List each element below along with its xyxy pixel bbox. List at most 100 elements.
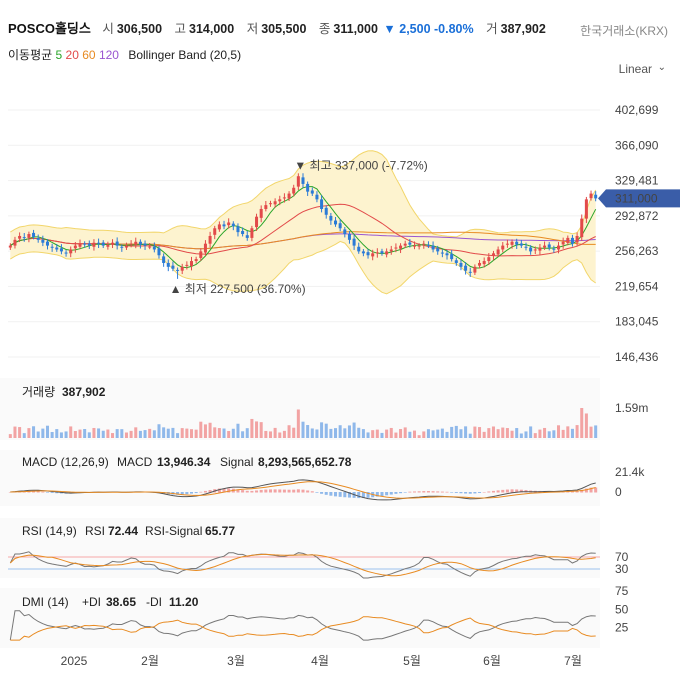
candle-body xyxy=(8,245,12,248)
x-axis-tick: 2월 xyxy=(141,654,159,668)
price-summary: POSCO홀딩스 시 306,500 고 314,000 저 305,500 종 311… xyxy=(8,18,555,37)
indicator-legend[interactable]: 이동평균 5 20 60 120 Bollinger Band (20,5) xyxy=(8,46,241,63)
volume-bar xyxy=(73,431,77,438)
stock-name[interactable]: POSCO홀딩스 xyxy=(8,21,91,36)
volume-bar xyxy=(101,430,105,438)
macd-histogram-bar xyxy=(417,491,421,493)
candle xyxy=(152,242,156,253)
volume-bar xyxy=(320,422,324,438)
volume-bar xyxy=(199,421,203,438)
candle xyxy=(538,243,542,255)
volume-value: 387,902 xyxy=(500,22,546,36)
candle-body xyxy=(487,257,491,262)
macd-histogram-bar xyxy=(259,489,263,493)
candle xyxy=(185,261,189,270)
candle-body xyxy=(292,187,296,194)
macd-histogram-bar xyxy=(473,492,477,494)
change-percent: -0.80% xyxy=(434,22,474,36)
dmi-axis-tick: 25 xyxy=(615,621,629,635)
scale-mode-select[interactable]: Linear xyxy=(618,62,652,76)
volume-bar xyxy=(459,429,463,438)
volume-bar xyxy=(491,426,495,438)
macd-axis-tick: 21.4k xyxy=(615,465,645,479)
volume-bar xyxy=(338,425,342,438)
macd-histogram-bar xyxy=(324,492,328,495)
macd-histogram-bar xyxy=(329,492,333,496)
volume-bar xyxy=(8,434,12,438)
macd-histogram-bar xyxy=(176,492,180,495)
volume-bar xyxy=(213,427,217,438)
candle xyxy=(352,235,356,250)
candle-body xyxy=(22,237,26,239)
candle xyxy=(287,191,291,201)
bollinger-params: (20,5) xyxy=(209,48,242,62)
candle-body xyxy=(120,246,124,248)
volume-bar xyxy=(552,430,556,438)
candle-body xyxy=(538,247,542,251)
open-label: 시 xyxy=(102,22,114,36)
candle-body xyxy=(431,245,435,250)
macd-histogram-bar xyxy=(301,489,305,493)
high-label: 고 xyxy=(174,22,187,36)
candle-body xyxy=(222,224,226,227)
close-label: 종 xyxy=(318,22,331,36)
bollinger-upper-line xyxy=(10,150,597,238)
volume-bar xyxy=(464,426,468,438)
volume-bar xyxy=(22,433,26,438)
macd-histogram-bar xyxy=(380,492,384,496)
candle-body xyxy=(273,201,277,205)
candle xyxy=(245,231,249,241)
volume-bar xyxy=(45,425,49,438)
candle-body xyxy=(310,190,314,194)
bollinger-label: Bollinger Band xyxy=(128,48,207,62)
candle-body xyxy=(445,253,449,256)
candle xyxy=(83,241,87,248)
candle-body xyxy=(584,199,588,219)
macd-histogram-bar xyxy=(292,489,296,493)
candle xyxy=(543,241,547,250)
open-value: 306,500 xyxy=(116,22,163,36)
volume-bar xyxy=(454,425,458,438)
volume-bar xyxy=(371,430,375,438)
candle-body xyxy=(482,261,486,265)
macd-histogram-bar xyxy=(185,492,189,495)
candle-body xyxy=(259,208,263,218)
volume-bar xyxy=(32,426,36,438)
volume-bar xyxy=(236,423,240,438)
candle xyxy=(510,239,514,249)
volume-bar xyxy=(64,431,68,438)
candle-body xyxy=(524,246,528,248)
volume-bar xyxy=(273,427,277,438)
candle xyxy=(547,242,551,251)
candle-body xyxy=(27,234,31,238)
volume-bar xyxy=(287,425,291,438)
macd-histogram-bar xyxy=(478,492,482,493)
candle xyxy=(120,244,124,252)
volume-bar xyxy=(487,428,491,438)
volume-bar xyxy=(227,431,231,438)
candle-body xyxy=(491,253,495,257)
chevron-down-icon[interactable]: ⌄ xyxy=(657,62,666,73)
volume-bar xyxy=(324,423,328,438)
candle xyxy=(45,239,49,250)
volume-bar xyxy=(575,425,579,438)
volume-bar xyxy=(417,435,421,438)
candle xyxy=(361,248,365,257)
macd-histogram-bar xyxy=(505,489,509,493)
candle-body xyxy=(408,242,412,245)
candle-body xyxy=(412,245,417,247)
price-pane[interactable]: 402,699 366,090 329,481 292,872 256,263 219,6… xyxy=(8,103,680,364)
volume-bar xyxy=(533,433,537,438)
candle xyxy=(505,239,509,248)
macd-histogram-bar xyxy=(501,489,505,493)
candle-body xyxy=(83,243,87,245)
plus-di-label: +DI xyxy=(82,595,101,609)
volume-bar xyxy=(347,425,351,438)
volume-bar xyxy=(152,430,156,438)
macd-histogram-bar xyxy=(282,489,286,493)
volume-bar xyxy=(543,427,547,438)
bollinger-band-fill xyxy=(10,150,596,294)
last-price-tag xyxy=(598,189,680,208)
